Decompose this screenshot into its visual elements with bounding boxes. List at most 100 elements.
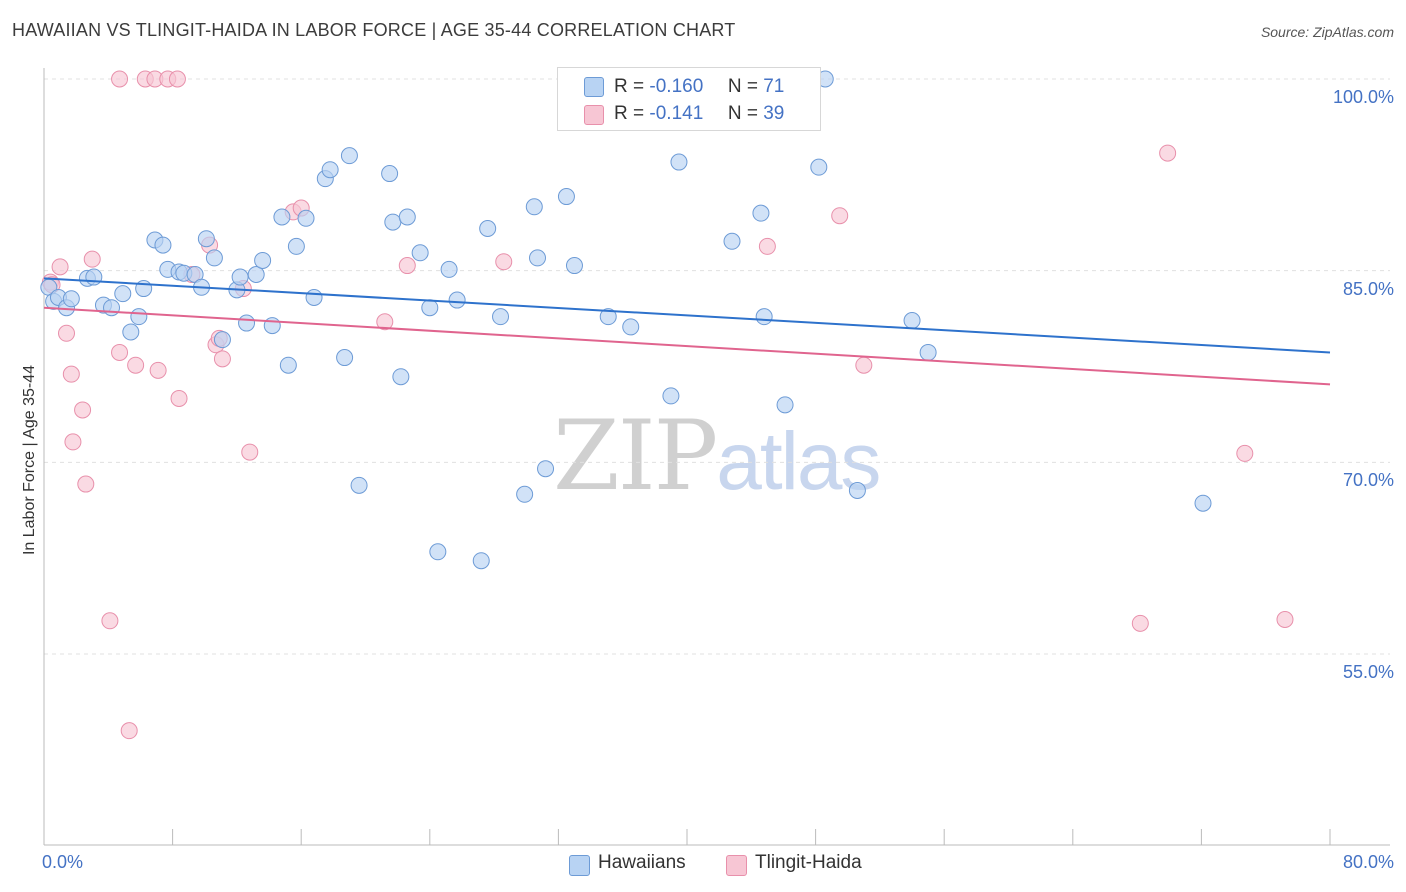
r-value: -0.141: [649, 103, 704, 124]
legend-swatch-hawaiians: [584, 77, 604, 97]
hawaiian-point: [537, 460, 555, 478]
hawaiian-point: [565, 257, 583, 275]
n-label: N =: [727, 103, 758, 124]
hawaiian-point: [384, 213, 402, 231]
tlingit-haida-point: [101, 612, 119, 630]
tlingit-haida-point: [120, 722, 138, 740]
tlingit-haida-point: [831, 207, 849, 225]
y-tick-label: 55.0%: [1342, 662, 1394, 682]
n-label: N =: [727, 76, 758, 97]
y-tick-label: 85.0%: [1342, 278, 1394, 299]
legend-swatch-tlingit-haida: [584, 105, 604, 125]
hawaiian-point: [492, 308, 510, 326]
n-value: 71: [763, 76, 785, 97]
tlingit-haida-point: [1276, 611, 1294, 628]
hawaiian-point: [557, 188, 575, 206]
tlingit-haida-point: [51, 258, 69, 276]
hawaiian-point: [529, 249, 547, 267]
hawaiian-point: [670, 153, 688, 171]
x-tick-label-min: 0.0%: [42, 852, 84, 872]
hawaiian-point: [810, 158, 828, 176]
tlingit-haida-point: [495, 253, 513, 271]
hawaiian-point: [398, 208, 416, 226]
hawaiian-point: [340, 147, 358, 165]
tlingit-haida-point: [62, 365, 80, 383]
hawaiian-point: [287, 237, 305, 255]
tlingit-haida-point: [58, 324, 76, 342]
hawaiian-point: [848, 481, 866, 499]
hawaiian-point: [297, 209, 315, 227]
hawaiian-point: [516, 485, 534, 503]
tlingit-haida-point: [398, 257, 416, 275]
hawaiian-point: [599, 308, 617, 326]
tlingit-haida-point: [64, 433, 82, 451]
hawaiian-point: [525, 198, 543, 216]
hawaiian-point: [448, 291, 466, 309]
legend-label-hawaiians: Hawaiians: [598, 852, 686, 873]
tlingit-haida-point: [855, 356, 873, 374]
hawaiian-point: [919, 343, 937, 361]
hawaiian-point: [231, 268, 249, 286]
hawaiian-point: [392, 368, 410, 386]
tlingit-haida-trend-line: [43, 306, 1331, 386]
r-value: -0.160: [649, 76, 704, 97]
hawaiian-point: [205, 249, 223, 267]
hawaiian-point: [254, 251, 272, 269]
hawaiian-point: [238, 314, 256, 332]
hawaiian-point: [1194, 494, 1212, 512]
hawaiian-point: [440, 260, 458, 278]
legend-item-hawaiians: Hawaiians: [569, 852, 686, 876]
y-tick-label: 100.0%: [1332, 87, 1394, 107]
watermark-zip: ZIP: [553, 400, 718, 512]
tlingit-haida-point: [111, 343, 129, 361]
grid-lines: [44, 78, 1390, 655]
trend-lines: [43, 277, 1331, 386]
tlingit-haida-point: [170, 389, 188, 407]
legend-row-tlingit-haida: R = -0.141 N = 39: [614, 103, 784, 125]
hawaiian-point: [247, 266, 265, 283]
hawaiian-point: [479, 220, 497, 237]
hawaiian-trend-line: [43, 277, 1331, 354]
r-label: R =: [614, 76, 645, 97]
hawaiian-point: [62, 290, 80, 308]
legend-label-tlingit-haida: Tlingit-Haida: [755, 852, 862, 873]
tlingit-haida-point: [83, 250, 101, 268]
chart-title: HAWAIIAN VS TLINGIT-HAIDA IN LABOR FORCE…: [12, 20, 736, 40]
y-axis-label: In Labor Force | Age 35-44: [21, 364, 38, 556]
tlingit-haida-point: [168, 70, 186, 88]
tlingit-haida-point: [241, 443, 259, 461]
hawaiian-point: [472, 552, 490, 570]
hawaiian-point: [321, 161, 339, 179]
legend-row-hawaiians: R = -0.160 N = 71: [614, 76, 784, 98]
tlingit-haida-point: [127, 356, 145, 374]
hawaiian-point: [421, 299, 439, 317]
hawaiian-point: [279, 356, 297, 374]
hawaiian-point: [130, 308, 148, 326]
legend-item-tlingit-haida: Tlingit-Haida: [726, 852, 862, 876]
tlingit-haida-point: [74, 401, 92, 419]
hawaiian-point: [213, 331, 231, 349]
axes: [43, 68, 1390, 846]
stats-legend: R = -0.160 N = 71 R = -0.141 N = 39: [557, 67, 821, 131]
n-value: 39: [763, 103, 785, 124]
tlingit-haida-point: [1236, 444, 1254, 462]
legend-swatch-hawaiians-bottom: [569, 855, 590, 876]
y-tick-label: 70.0%: [1342, 470, 1394, 491]
hawaiian-point: [429, 543, 447, 561]
hawaiian-point: [903, 312, 921, 329]
tlingit-haida-point: [758, 237, 776, 255]
tlingit-haida-point: [213, 350, 231, 368]
source-label: Source: ZipAtlas.com: [1260, 24, 1394, 40]
data-points: [40, 70, 1294, 740]
watermark: ZIPatlas: [553, 400, 881, 512]
r-label: R =: [614, 103, 645, 124]
hawaiian-point: [85, 268, 103, 286]
hawaiian-point: [776, 396, 794, 414]
legend-swatch-tlingit-haida-bottom: [726, 855, 747, 876]
hawaiian-point: [411, 244, 429, 262]
hawaiian-point: [154, 236, 172, 254]
tlingit-haida-point: [111, 70, 129, 88]
tlingit-haida-point: [1159, 144, 1177, 162]
hawaiian-point: [755, 308, 773, 326]
